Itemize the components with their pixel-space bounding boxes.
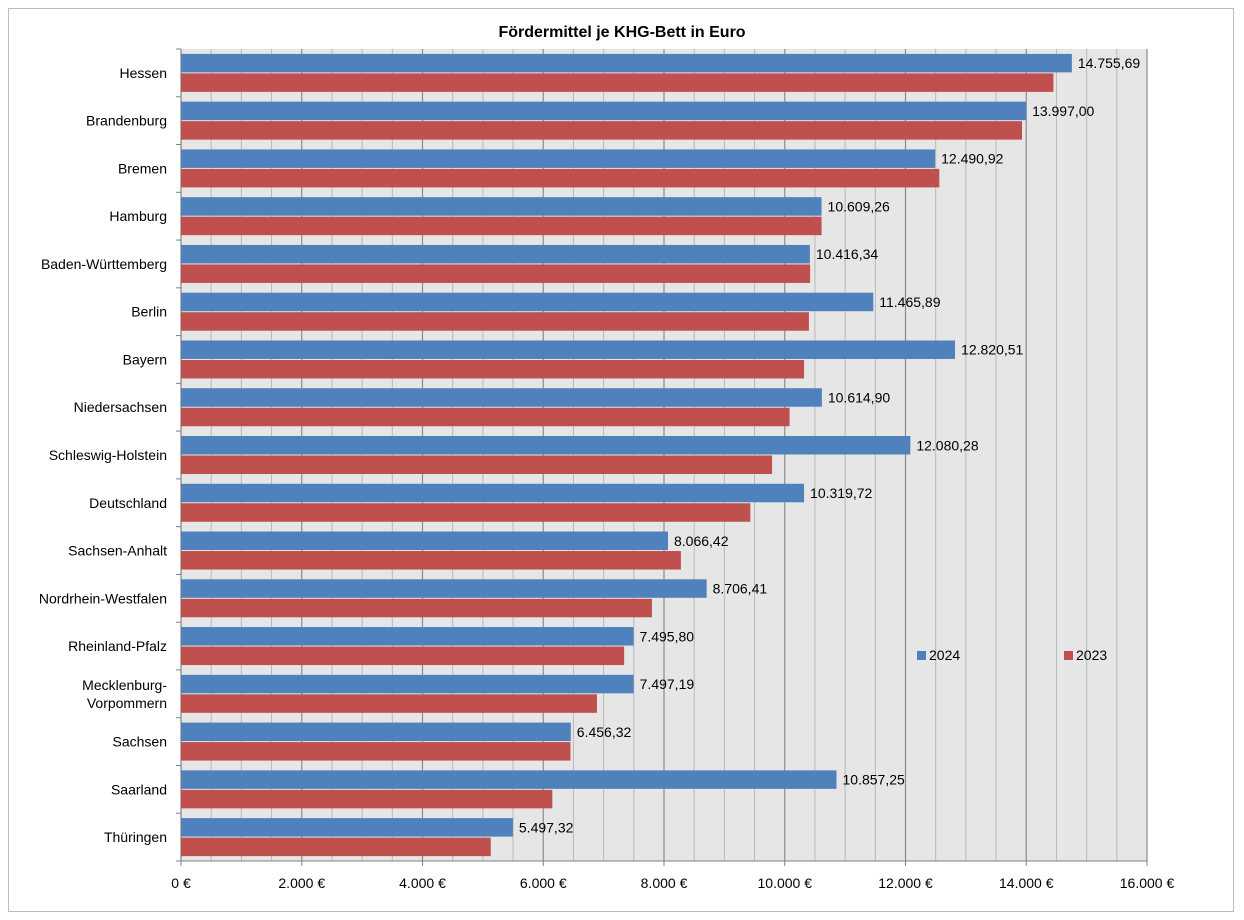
- category-label: Bayern: [123, 351, 167, 367]
- bar-2024: [181, 101, 1027, 121]
- bar-2024: [181, 436, 911, 455]
- bar-2023: [181, 121, 1023, 140]
- category-label: Thüringen: [104, 829, 167, 845]
- category-label: Sachsen-Anhalt: [68, 543, 167, 559]
- x-tick-label: 6.000 €: [520, 875, 567, 891]
- bar-2023: [181, 503, 751, 522]
- legend-swatch-2024: [917, 651, 926, 660]
- category-label: Niedersachsen: [74, 399, 167, 415]
- bar-2024: [181, 770, 837, 789]
- bar-2024: [181, 722, 571, 742]
- bar-2023: [181, 455, 773, 474]
- bar-2023: [181, 312, 809, 331]
- bar-2024: [181, 292, 874, 312]
- bar-2023: [181, 73, 1054, 92]
- x-tick-label: 8.000 €: [641, 875, 688, 891]
- bar-2023: [181, 742, 571, 761]
- category-label: Berlin: [131, 304, 167, 320]
- data-label-2024: 11.465,89: [879, 294, 940, 310]
- legend-label-2023: 2023: [1076, 647, 1107, 663]
- data-label-2024: 10.416,34: [816, 246, 878, 262]
- data-label-2024: 10.319,72: [810, 485, 872, 501]
- bar-2023: [181, 359, 805, 379]
- category-label: Nordrhein-Westfalen: [39, 590, 167, 606]
- data-label-2024: 7.497,19: [640, 676, 695, 692]
- bar-2024: [181, 388, 822, 407]
- bar-2023: [181, 264, 811, 283]
- bar-2023: [181, 837, 491, 857]
- data-label-2024: 10.857,25: [843, 772, 905, 788]
- data-label-2024: 8.706,41: [713, 581, 768, 597]
- chart-frame: Fördermittel je KHG-Bett in Euro 0 € 2.000…: [8, 8, 1234, 912]
- data-label-2024: 14.755,69: [1078, 55, 1140, 71]
- x-tick-label: 0 €: [171, 875, 191, 891]
- data-label-2024: 12.820,51: [961, 342, 1023, 358]
- data-label-2024: 12.080,28: [916, 437, 978, 453]
- bar-2023: [181, 598, 652, 618]
- bar-2024: [181, 818, 513, 837]
- category-label: Vorpommern: [87, 695, 167, 711]
- bar-2024: [181, 244, 810, 264]
- bar-2023: [181, 551, 681, 570]
- category-label: Schleswig-Holstein: [49, 447, 167, 463]
- data-label-2024: 12.490,92: [941, 151, 1003, 167]
- data-label-2024: 13.997,00: [1032, 103, 1094, 119]
- category-label: Baden-Württemberg: [41, 256, 167, 272]
- bar-2023: [181, 789, 553, 809]
- bar-2024: [181, 627, 634, 646]
- data-label-2024: 10.614,90: [828, 389, 890, 405]
- bar-2023: [181, 216, 822, 236]
- data-label-2024: 8.066,42: [674, 533, 729, 549]
- x-tick-label: 14.000 €: [999, 875, 1054, 891]
- x-tick-label: 2.000 €: [278, 875, 325, 891]
- category-label: Hessen: [120, 65, 167, 81]
- bar-2023: [181, 646, 625, 666]
- bar-2024: [181, 674, 634, 694]
- bar-chart: Fördermittel je KHG-Bett in Euro 0 € 2.000…: [39, 24, 1175, 891]
- category-label: Mecklenburg-: [82, 677, 167, 693]
- bar-2023: [181, 407, 790, 427]
- bar-2024: [181, 531, 669, 551]
- bar-2024: [181, 579, 707, 598]
- category-label: Saarland: [111, 781, 167, 797]
- bar-2024: [181, 149, 936, 168]
- data-label-2024: 6.456,32: [577, 724, 632, 740]
- category-label: Rheinland-Pfalz: [68, 638, 167, 654]
- data-label-2024: 7.495,80: [640, 628, 695, 644]
- bar-2023: [181, 168, 940, 188]
- x-tick-label: 10.000 €: [758, 875, 813, 891]
- category-label: Brandenburg: [86, 113, 167, 129]
- data-label-2024: 5.497,32: [519, 819, 574, 835]
- bar-2024: [181, 483, 805, 503]
- x-tick-label: 4.000 €: [399, 875, 446, 891]
- legend-swatch-2023: [1064, 651, 1073, 660]
- x-tick-label: 12.000 €: [878, 875, 933, 891]
- category-label: Deutschland: [89, 495, 167, 511]
- category-label: Bremen: [118, 160, 167, 176]
- bar-2024: [181, 197, 822, 216]
- data-label-2024: 10.609,26: [828, 198, 890, 214]
- category-label: Hamburg: [109, 208, 167, 224]
- bar-2024: [181, 53, 1072, 73]
- category-label: Sachsen: [113, 734, 167, 750]
- x-tick-label: 16.000 €: [1120, 875, 1175, 891]
- bar-2024: [181, 340, 956, 359]
- bar-2023: [181, 694, 597, 713]
- legend-label-2024: 2024: [929, 647, 960, 663]
- chart-title: Fördermittel je KHG-Bett in Euro: [498, 24, 745, 41]
